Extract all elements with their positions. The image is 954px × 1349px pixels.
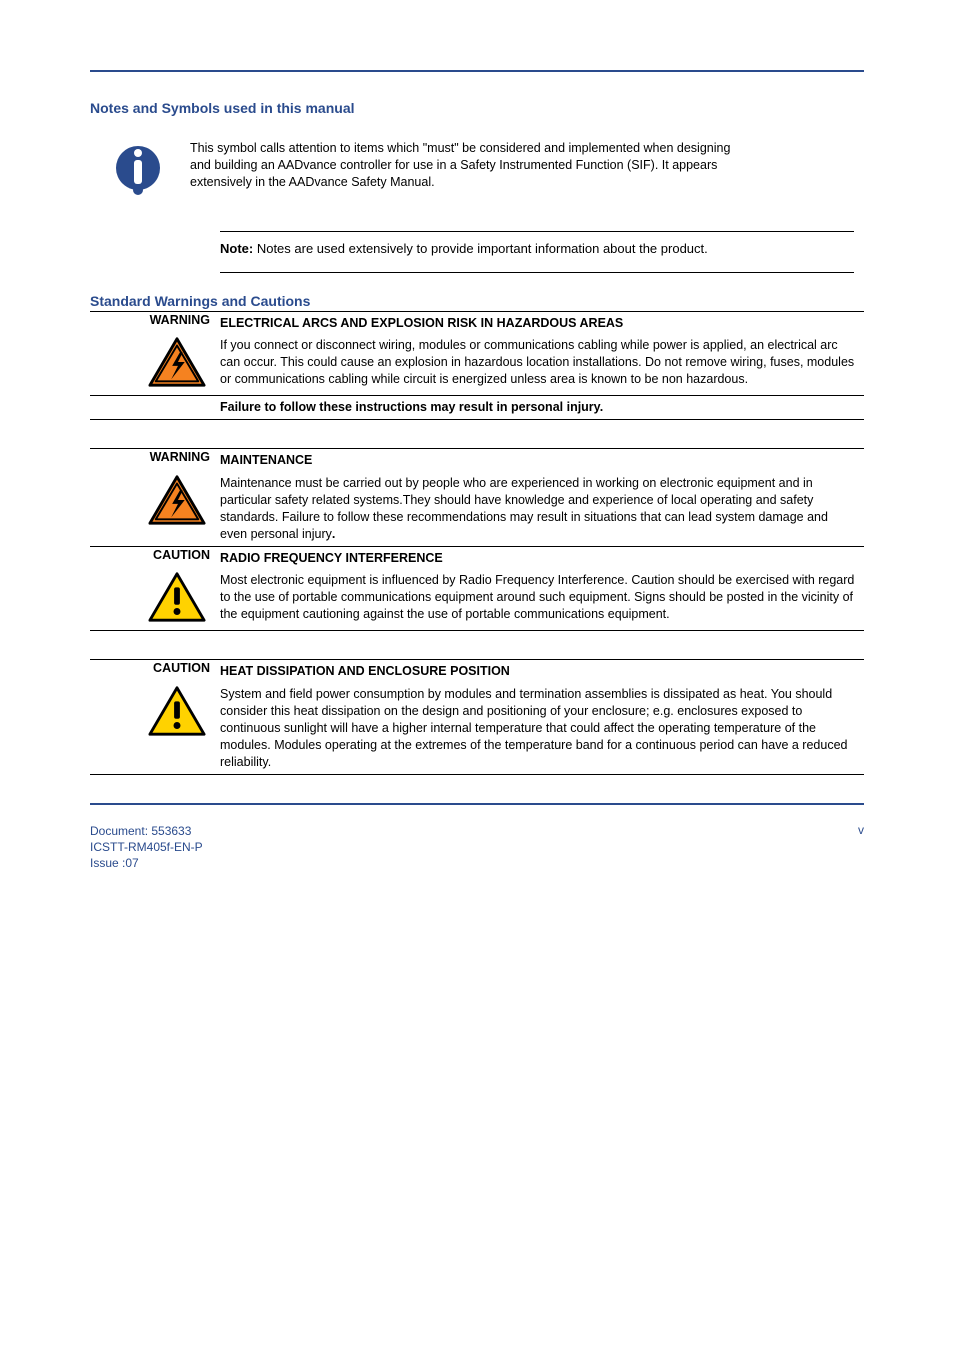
caution-body: System and field power consumption by mo… (220, 683, 864, 774)
info-symbol-text: This symbol calls attention to items whi… (190, 140, 750, 191)
electrical-hazard-icon (90, 334, 220, 395)
note-text: Notes are used extensively to provide im… (253, 241, 708, 256)
warning-caution-group: WARNING MAINTENANCE Maintenance must be … (90, 448, 864, 631)
warning-title: MAINTENANCE (220, 449, 864, 472)
caution-title: HEAT DISSIPATION AND ENCLOSURE POSITION (220, 660, 864, 683)
warning-body: If you connect or disconnect wiring, mod… (220, 334, 864, 395)
warning-box-electrical: WARNING ELECTRICAL ARCS AND EXPLOSION RI… (90, 311, 864, 421)
footer-doc-code: ICSTT-RM405f-EN-P (90, 839, 203, 855)
top-rule (90, 70, 864, 72)
caution-label: CAUTION (90, 660, 220, 683)
note-label: Note: (220, 241, 253, 256)
footer-page-number: v (858, 823, 864, 872)
info-exclamation-icon (110, 140, 166, 201)
caution-box-heat: CAUTION HEAT DISSIPATION AND ENCLOSURE P… (90, 659, 864, 774)
section-heading-warnings: Standard Warnings and Cautions (90, 293, 864, 309)
warning-footer: Failure to follow these instructions may… (220, 396, 864, 420)
warning-body: Maintenance must be carried out by peopl… (220, 472, 864, 546)
page-footer: Document: 553633 ICSTT-RM405f-EN-P Issue… (90, 805, 864, 872)
caution-title: RADIO FREQUENCY INTERFERENCE (220, 546, 864, 569)
warning-label: WARNING (90, 449, 220, 472)
warning-label: WARNING (90, 311, 220, 334)
footer-issue: Issue :07 (90, 855, 203, 871)
caution-icon (90, 569, 220, 630)
caution-icon (90, 683, 220, 774)
page: Notes and Symbols used in this manual Th… (0, 0, 954, 1349)
note-box: Note: Notes are used extensively to prov… (220, 231, 854, 273)
warning-title: ELECTRICAL ARCS AND EXPLOSION RISK IN HA… (220, 311, 864, 334)
caution-label: CAUTION (90, 546, 220, 569)
footer-document: Document: 553633 (90, 823, 203, 839)
info-symbol-row: This symbol calls attention to items whi… (110, 140, 864, 201)
section-heading-notes: Notes and Symbols used in this manual (90, 100, 864, 116)
caution-body: Most electronic equipment is influenced … (220, 569, 864, 630)
electrical-hazard-icon (90, 472, 220, 546)
